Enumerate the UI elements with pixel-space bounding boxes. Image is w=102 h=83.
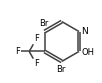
Text: Br: Br xyxy=(39,19,48,28)
Text: N: N xyxy=(81,27,88,36)
Text: F: F xyxy=(34,34,39,43)
Text: Br: Br xyxy=(56,65,66,74)
Text: OH: OH xyxy=(81,48,94,57)
Text: F: F xyxy=(15,47,20,56)
Text: F: F xyxy=(34,60,39,68)
